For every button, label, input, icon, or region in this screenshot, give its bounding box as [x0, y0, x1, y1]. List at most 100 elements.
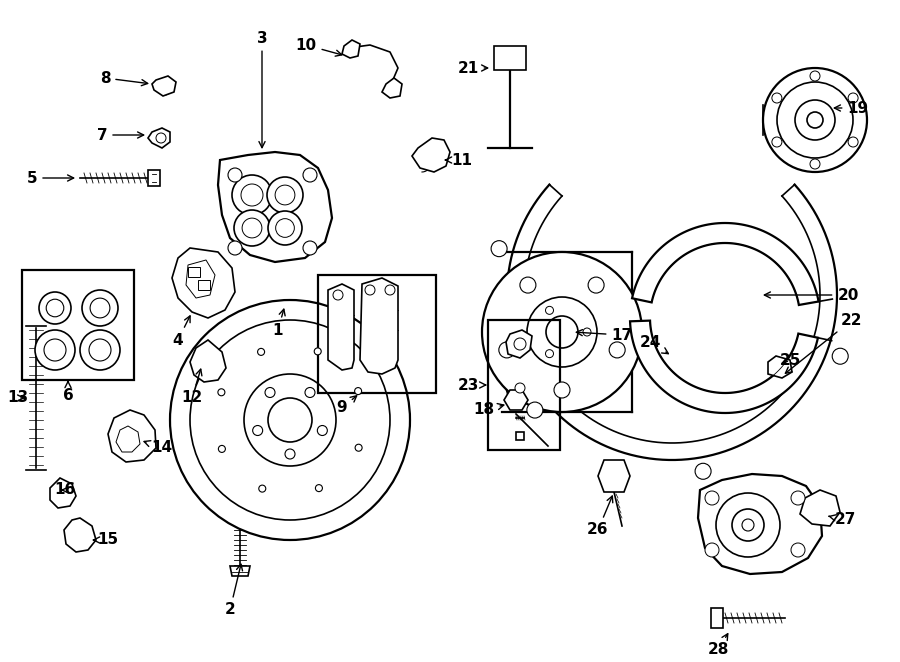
Polygon shape	[148, 170, 160, 186]
Circle shape	[526, 402, 543, 418]
Circle shape	[244, 374, 336, 466]
Circle shape	[303, 168, 317, 182]
Circle shape	[791, 543, 805, 557]
Polygon shape	[108, 410, 156, 462]
Circle shape	[241, 184, 263, 206]
Circle shape	[716, 493, 780, 557]
Circle shape	[365, 285, 375, 295]
Circle shape	[234, 210, 270, 246]
Text: 2: 2	[225, 564, 242, 618]
Circle shape	[39, 292, 71, 324]
Polygon shape	[698, 474, 822, 574]
Circle shape	[807, 112, 823, 128]
Circle shape	[772, 137, 782, 147]
Circle shape	[732, 509, 764, 541]
Circle shape	[89, 339, 111, 361]
Text: 15: 15	[94, 532, 119, 547]
Circle shape	[772, 93, 782, 103]
Circle shape	[777, 82, 853, 158]
Circle shape	[810, 159, 820, 169]
Circle shape	[275, 185, 295, 205]
Circle shape	[514, 338, 526, 350]
Bar	[488, 320, 560, 450]
Polygon shape	[186, 260, 215, 298]
Polygon shape	[64, 518, 96, 552]
Text: 14: 14	[144, 440, 173, 455]
Circle shape	[554, 382, 570, 398]
Polygon shape	[516, 432, 524, 440]
Circle shape	[791, 491, 805, 505]
Circle shape	[259, 485, 266, 492]
Text: 5: 5	[27, 171, 74, 185]
Circle shape	[795, 100, 835, 140]
Polygon shape	[598, 460, 630, 492]
Text: 8: 8	[100, 70, 148, 85]
Circle shape	[228, 241, 242, 255]
Bar	[318, 275, 436, 393]
Circle shape	[268, 211, 302, 245]
Bar	[198, 280, 210, 290]
Circle shape	[742, 519, 754, 531]
Circle shape	[356, 444, 362, 451]
Circle shape	[609, 342, 626, 358]
Polygon shape	[218, 152, 332, 262]
Text: 17: 17	[576, 328, 633, 342]
Text: 7: 7	[96, 128, 144, 142]
Polygon shape	[494, 46, 526, 70]
Circle shape	[333, 290, 343, 300]
Circle shape	[705, 491, 719, 505]
Circle shape	[848, 137, 858, 147]
Circle shape	[705, 543, 719, 557]
Circle shape	[170, 300, 410, 540]
Polygon shape	[342, 40, 360, 58]
Circle shape	[232, 175, 272, 215]
Text: 27: 27	[829, 512, 856, 528]
Circle shape	[583, 328, 591, 336]
Circle shape	[268, 398, 312, 442]
Text: 6: 6	[63, 381, 74, 402]
Polygon shape	[190, 340, 226, 382]
Circle shape	[491, 241, 507, 257]
Polygon shape	[632, 223, 819, 305]
Circle shape	[82, 290, 118, 326]
Polygon shape	[148, 128, 170, 148]
Circle shape	[275, 218, 294, 238]
Circle shape	[265, 387, 275, 397]
Circle shape	[253, 426, 263, 436]
Circle shape	[499, 342, 515, 358]
Polygon shape	[768, 356, 792, 378]
Circle shape	[90, 298, 110, 318]
Polygon shape	[412, 138, 450, 172]
Circle shape	[763, 68, 867, 172]
Polygon shape	[504, 390, 528, 410]
Circle shape	[527, 297, 597, 367]
Circle shape	[285, 449, 295, 459]
Circle shape	[46, 299, 64, 317]
Circle shape	[44, 339, 66, 361]
Polygon shape	[172, 248, 235, 318]
Text: 4: 4	[173, 316, 190, 348]
Text: 9: 9	[337, 396, 356, 416]
Circle shape	[315, 485, 322, 492]
Text: 21: 21	[457, 60, 488, 75]
Polygon shape	[630, 320, 818, 413]
Text: 28: 28	[707, 634, 729, 657]
Circle shape	[156, 133, 166, 143]
Circle shape	[219, 446, 225, 452]
Circle shape	[314, 348, 321, 355]
Polygon shape	[711, 608, 723, 628]
Circle shape	[520, 277, 536, 293]
Polygon shape	[382, 78, 402, 98]
Circle shape	[305, 387, 315, 397]
Text: 20: 20	[764, 287, 859, 303]
Polygon shape	[800, 490, 840, 526]
Bar	[188, 267, 200, 277]
Text: 24: 24	[639, 334, 669, 354]
Circle shape	[35, 330, 75, 370]
Text: 11: 11	[446, 152, 472, 167]
Text: 16: 16	[54, 483, 76, 498]
Circle shape	[546, 316, 578, 348]
Text: 26: 26	[587, 496, 613, 538]
Polygon shape	[328, 284, 354, 370]
Polygon shape	[230, 566, 250, 576]
